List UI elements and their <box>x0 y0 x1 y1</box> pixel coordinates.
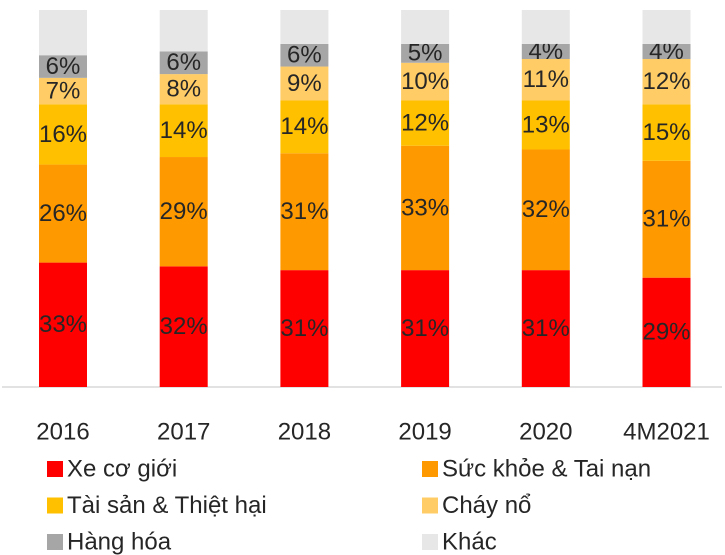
data-label: 31% <box>522 315 570 342</box>
legend-label: Cháy nổ <box>442 492 531 519</box>
data-label: 32% <box>160 313 208 340</box>
legend-label: Sức khỏe & Tai nạn <box>442 455 651 482</box>
data-label: 31% <box>401 315 449 342</box>
bar-segment <box>159 51 208 75</box>
bar-segment <box>642 10 691 44</box>
x-tick-label: 4M2021 <box>623 418 710 445</box>
bar-segment <box>401 100 450 146</box>
bar-segment <box>159 157 208 267</box>
data-label: 15% <box>642 119 690 146</box>
data-label: 7% <box>46 77 81 104</box>
legend-swatch <box>47 461 63 477</box>
bar-segment <box>401 10 450 44</box>
bar-segment <box>521 149 570 271</box>
legend-swatch <box>422 497 438 514</box>
bar-segment <box>401 43 450 63</box>
bar-segment <box>521 43 570 60</box>
data-label: 6% <box>166 49 201 76</box>
data-label: 29% <box>160 198 208 225</box>
bar-segment <box>39 104 87 165</box>
x-tick-label: 2016 <box>36 418 89 445</box>
data-label: 6% <box>287 42 322 69</box>
bar-segment <box>642 160 691 278</box>
legend-swatch <box>47 534 63 550</box>
legend-swatch <box>47 497 63 514</box>
bar-segment <box>280 43 329 67</box>
bar-segment <box>521 270 570 387</box>
data-label: 12% <box>401 109 449 136</box>
bar-segment <box>280 100 329 154</box>
data-label: 10% <box>401 68 449 95</box>
bar-segment <box>280 66 329 101</box>
data-label: 8% <box>166 76 201 103</box>
bar-segment <box>39 164 87 263</box>
x-tick-label: 2017 <box>157 418 210 445</box>
legend-label: Xe cơ giới <box>67 455 177 482</box>
data-label: 32% <box>522 196 570 223</box>
data-label: 29% <box>642 319 690 346</box>
legend-swatch <box>422 534 438 550</box>
data-label: 6% <box>46 53 81 80</box>
bar-segment <box>39 77 87 105</box>
x-tick-label: 2020 <box>519 418 572 445</box>
data-label: 33% <box>401 194 449 221</box>
data-label: 16% <box>39 121 87 148</box>
bar-segment <box>159 74 208 105</box>
legend-label: Hàng hóa <box>67 528 172 555</box>
data-label: 14% <box>160 117 208 144</box>
bar-segment <box>280 10 329 44</box>
bar-segment <box>39 262 87 387</box>
data-label: 31% <box>280 315 328 342</box>
bar-segment <box>401 145 450 271</box>
data-label: 26% <box>39 200 87 227</box>
bar-segment <box>642 59 691 105</box>
bar-segment <box>401 270 450 387</box>
legend-label: Khác <box>442 528 497 555</box>
bar-segment <box>521 10 570 44</box>
bar-segment <box>642 43 691 60</box>
bar-segment <box>642 104 691 161</box>
data-label: 13% <box>522 111 570 138</box>
bar-segment <box>521 59 570 101</box>
data-label: 11% <box>523 66 569 93</box>
data-label: 31% <box>642 206 690 233</box>
bar-segment <box>159 10 208 52</box>
data-label: 9% <box>287 70 322 97</box>
bar-segment <box>401 62 450 101</box>
data-label: 14% <box>280 113 328 140</box>
x-tick-label: 2018 <box>278 418 331 445</box>
legend-label: Tài sản & Thiệt hại <box>67 492 267 519</box>
bar-segment <box>39 10 87 56</box>
data-label: 31% <box>280 198 328 225</box>
data-label: 5% <box>408 40 443 67</box>
bar-segment <box>280 270 329 387</box>
x-tick-label: 2019 <box>398 418 451 445</box>
bar-segment <box>642 277 691 387</box>
bar-segment <box>159 266 208 387</box>
legend-swatch <box>422 461 438 477</box>
data-label: 12% <box>642 68 690 95</box>
data-label: 33% <box>39 311 87 338</box>
bar-segment <box>280 153 329 271</box>
bar-segment <box>39 55 87 78</box>
bar-segment <box>159 104 208 158</box>
bar-segment <box>521 100 570 150</box>
